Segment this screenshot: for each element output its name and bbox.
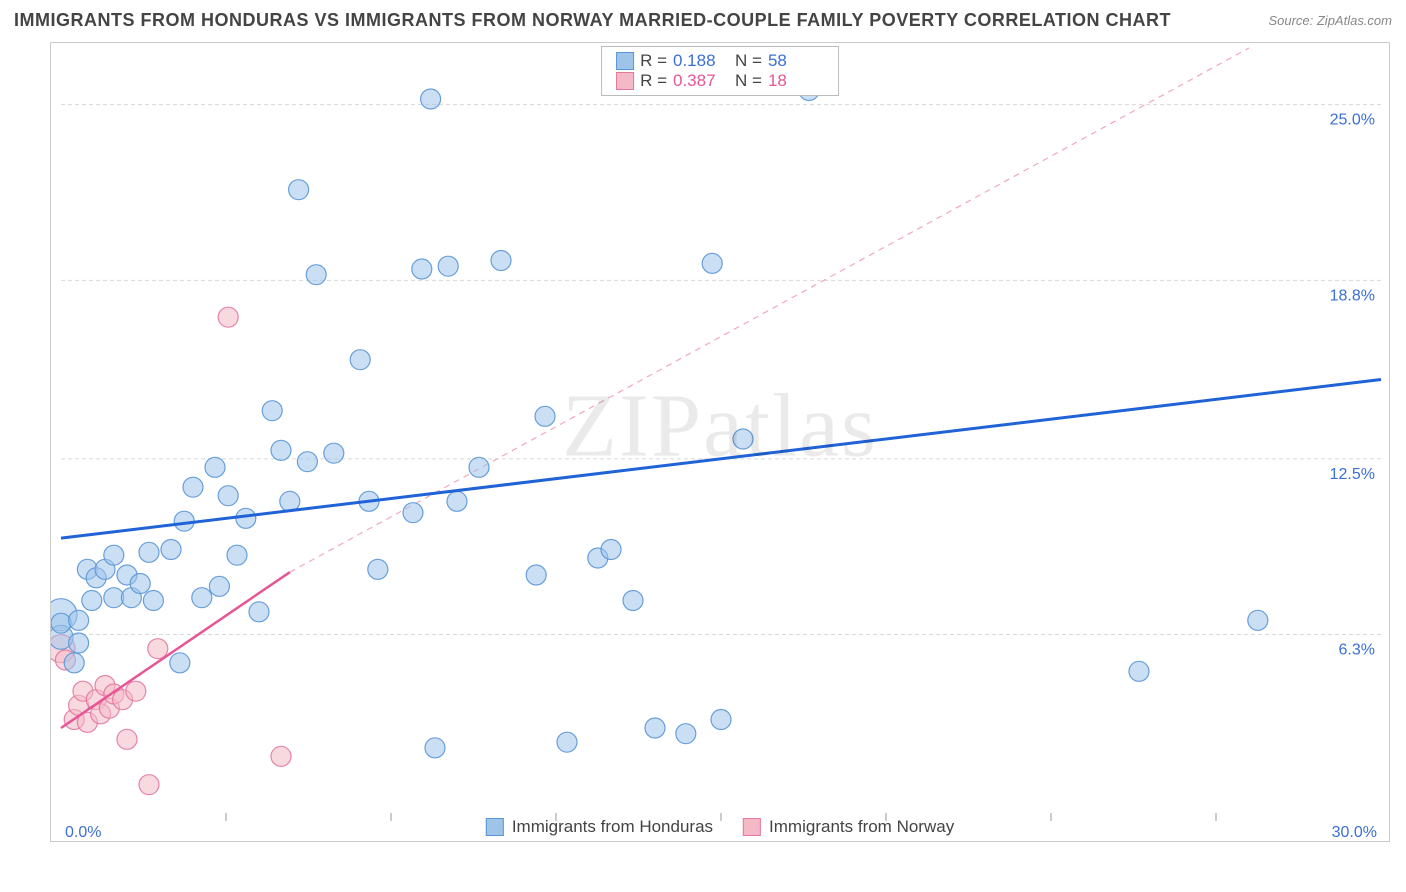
r-value-norway: 0.387 (673, 71, 729, 91)
legend-swatch-norway (743, 818, 761, 836)
legend-item-honduras: Immigrants from Honduras (486, 817, 713, 837)
chart-title: IMMIGRANTS FROM HONDURAS VS IMMIGRANTS F… (14, 10, 1171, 31)
legend-row-honduras: R = 0.188 N = 58 (616, 51, 824, 71)
legend-label-honduras: Immigrants from Honduras (512, 817, 713, 837)
source-attribution: Source: ZipAtlas.com (1268, 13, 1392, 28)
scatter-plot-svg: 6.3% 12.5% 18.8% 25.0% 0.0% 30.0% (51, 43, 1391, 843)
r-value-honduras: 0.188 (673, 51, 729, 71)
n-value-norway: 18 (768, 71, 824, 91)
legend-label-norway: Immigrants from Norway (769, 817, 954, 837)
n-value-honduras: 58 (768, 51, 824, 71)
source-name: ZipAtlas.com (1317, 13, 1392, 28)
chart-plot-area: 6.3%12.5%18.8%25.0%0.0%30.0% ZIPatlas R … (50, 42, 1390, 842)
legend-swatch-honduras (616, 52, 634, 70)
r-label: R = (640, 71, 667, 91)
n-label: N = (735, 51, 762, 71)
svg-text:18.8%: 18.8% (1330, 287, 1375, 304)
legend-item-norway: Immigrants from Norway (743, 817, 954, 837)
legend-swatch-norway (616, 72, 634, 90)
title-bar: IMMIGRANTS FROM HONDURAS VS IMMIGRANTS F… (14, 10, 1392, 31)
legend-correlation-stats: R = 0.188 N = 58 R = 0.387 N = 18 (601, 46, 839, 96)
svg-text:0.0%: 0.0% (65, 824, 101, 841)
legend-swatch-honduras (486, 818, 504, 836)
r-label: R = (640, 51, 667, 71)
n-label: N = (735, 71, 762, 91)
svg-text:30.0%: 30.0% (1332, 824, 1377, 841)
legend-series: Immigrants from Honduras Immigrants from… (486, 817, 954, 837)
svg-text:12.5%: 12.5% (1330, 466, 1375, 483)
source-label: Source: (1268, 13, 1316, 28)
svg-text:6.3%: 6.3% (1339, 642, 1375, 659)
legend-row-norway: R = 0.387 N = 18 (616, 71, 824, 91)
svg-text:25.0%: 25.0% (1330, 112, 1375, 129)
